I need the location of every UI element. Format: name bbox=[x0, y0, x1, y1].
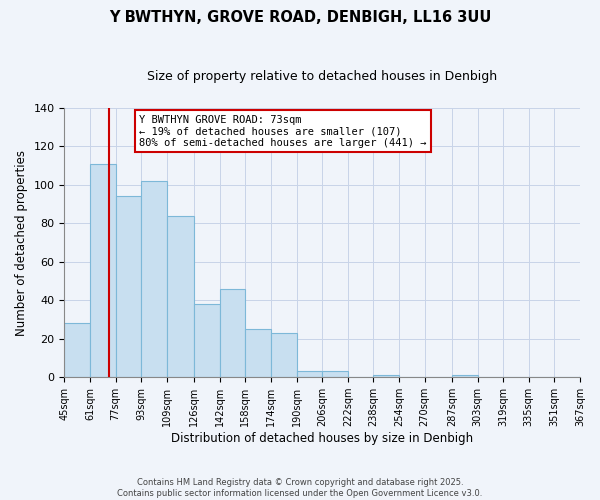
X-axis label: Distribution of detached houses by size in Denbigh: Distribution of detached houses by size … bbox=[171, 432, 473, 445]
Bar bbox=[167, 216, 194, 377]
Bar bbox=[580, 376, 600, 377]
Bar bbox=[322, 372, 348, 377]
Y-axis label: Number of detached properties: Number of detached properties bbox=[15, 150, 28, 336]
Bar bbox=[64, 324, 90, 377]
Title: Size of property relative to detached houses in Denbigh: Size of property relative to detached ho… bbox=[147, 70, 497, 83]
Bar bbox=[373, 376, 399, 377]
Bar bbox=[271, 333, 296, 377]
Text: Y BWTHYN GROVE ROAD: 73sqm
← 19% of detached houses are smaller (107)
80% of sem: Y BWTHYN GROVE ROAD: 73sqm ← 19% of deta… bbox=[139, 114, 427, 148]
Bar bbox=[245, 329, 271, 377]
Bar bbox=[90, 164, 116, 377]
Bar bbox=[194, 304, 220, 377]
Text: Contains HM Land Registry data © Crown copyright and database right 2025.
Contai: Contains HM Land Registry data © Crown c… bbox=[118, 478, 482, 498]
Bar bbox=[141, 181, 167, 377]
Bar bbox=[452, 376, 478, 377]
Text: Y BWTHYN, GROVE ROAD, DENBIGH, LL16 3UU: Y BWTHYN, GROVE ROAD, DENBIGH, LL16 3UU bbox=[109, 10, 491, 25]
Bar bbox=[220, 288, 245, 377]
Bar bbox=[116, 196, 141, 377]
Bar bbox=[296, 372, 322, 377]
